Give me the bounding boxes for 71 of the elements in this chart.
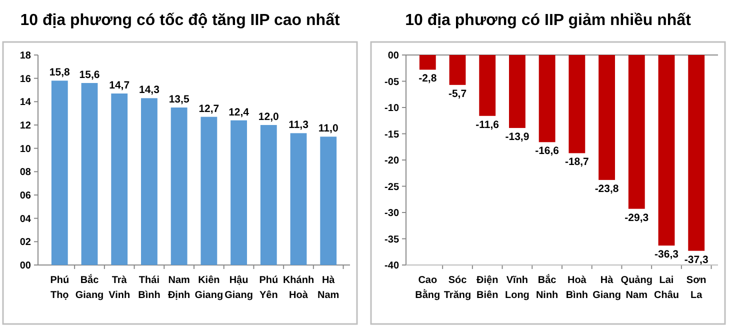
y-tick-label: 02	[20, 237, 32, 248]
y-tick-label: -35	[384, 234, 400, 246]
y-tick-label: -30	[384, 208, 400, 219]
x-tick-label: Kiên Giang	[194, 275, 224, 301]
x-tick-label: Bắc Giang	[75, 274, 104, 301]
y-tick-label: 18	[20, 50, 32, 62]
x-tick-label: Thái Bình	[138, 275, 160, 301]
data-label: -13,9	[505, 130, 530, 143]
bar	[51, 80, 68, 265]
x-tick-label: Quảng Nam	[620, 275, 652, 301]
y-tick-label: -25	[384, 182, 400, 193]
x-tick-label: Hoà Bình	[566, 275, 588, 301]
y-tick-label: 06	[20, 190, 32, 202]
y-tick-label: -40	[384, 260, 400, 272]
y-tick-label: 12	[20, 120, 32, 132]
data-label: -37,3	[684, 254, 708, 266]
data-label: -23,8	[594, 182, 619, 195]
y-tick-label: -20	[384, 156, 400, 166]
data-label: -16,6	[535, 145, 560, 158]
bar	[290, 133, 307, 265]
bar	[320, 136, 337, 265]
x-tick-label: Sơn La	[686, 275, 706, 301]
bar	[81, 83, 98, 265]
data-label: 15,6	[79, 69, 100, 81]
y-tick-label: 00	[388, 50, 400, 62]
data-label: 11,0	[318, 122, 338, 135]
x-tick-label: Hậu Giang	[224, 275, 253, 301]
y-tick-label: -05	[384, 76, 400, 88]
y-tick-label: 16	[20, 74, 32, 85]
x-tick-label: Lai Châu	[654, 275, 679, 301]
x-tick-label: Sóc Trăng	[444, 275, 472, 301]
x-tick-label: Phú Thọ	[50, 275, 70, 301]
y-tick-label: 08	[20, 167, 32, 178]
data-label: -2,8	[418, 72, 437, 85]
y-tick-label: -15	[384, 129, 400, 140]
data-label: 15,8	[49, 66, 70, 79]
x-tick-label: Phú Yên	[259, 275, 278, 301]
y-tick-label: 00	[20, 260, 32, 272]
data-label: -5,7	[448, 88, 467, 100]
x-tick-label: Cao Bằng	[415, 275, 440, 301]
data-label: 12,7	[198, 102, 220, 115]
data-label: 12,4	[228, 106, 250, 118]
x-tick-label: Khánh Hoà	[282, 275, 314, 301]
x-tick-label: Trà Vinh	[108, 275, 130, 301]
y-tick-label: 14	[20, 97, 32, 108]
bar	[230, 120, 247, 265]
data-label: -29,3	[624, 212, 649, 224]
data-label: -36,3	[654, 248, 679, 261]
x-tick-label: Điện Biên	[476, 275, 498, 301]
data-label: 14,3	[138, 84, 160, 96]
bar	[260, 125, 277, 265]
bar	[170, 108, 188, 265]
x-tick-label: Hà Giang	[592, 275, 621, 301]
bar	[141, 98, 158, 265]
x-tick-label: Vĩnh Long	[504, 275, 530, 301]
bar	[200, 116, 218, 265]
data-label: 12,0	[258, 111, 280, 123]
y-tick-label: -10	[384, 103, 400, 114]
bar	[111, 94, 128, 265]
data-label: 13,5	[168, 94, 190, 106]
x-tick-label: Hà Nam	[318, 275, 340, 301]
chart-title: 10 địa phương có IIP giảm nhiều nhất	[405, 12, 692, 29]
chart-title: 10 địa phương có tốc độ tăng IIP cao nhất	[20, 12, 340, 29]
data-label: -18,7	[564, 156, 590, 168]
data-label: 11,3	[288, 119, 309, 132]
y-tick-label: 04	[20, 214, 32, 225]
x-tick-label: Nam Định	[168, 275, 190, 301]
y-tick-label: 10	[20, 144, 32, 155]
data-label: 14,7	[109, 80, 130, 92]
data-label: -11,6	[476, 118, 500, 131]
x-tick-label: Bắc Ninh	[536, 274, 558, 301]
